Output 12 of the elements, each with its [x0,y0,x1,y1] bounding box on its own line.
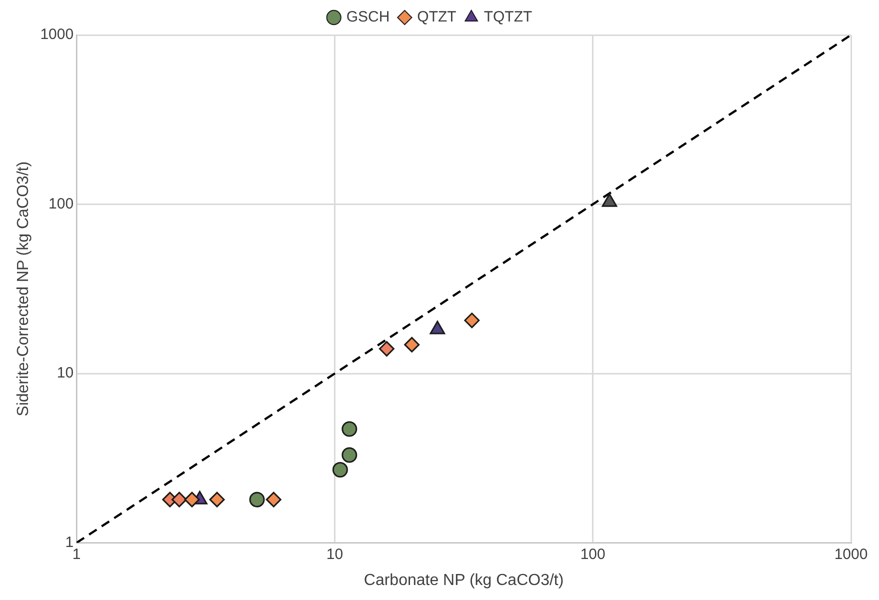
y-tick-label: 1 [65,534,74,551]
x-tick-label: 100 [580,546,606,563]
legend-label: GSCH [346,8,390,26]
x-tick-label: 10 [326,546,344,563]
legend-label: TQTZT [484,8,532,26]
y-tick-label: 100 [48,195,74,212]
y-axis-title: Siderite-Corrected NP (kg CaCO3/t) [15,161,32,416]
x-axis-title: Carbonate NP (kg CaCO3/t) [364,572,564,589]
y-tick-label: 10 [56,364,74,382]
y-tick-label: 1000 [40,26,74,44]
x-tick-label: 1000 [834,546,868,563]
legend-label: QTZT [417,8,456,26]
